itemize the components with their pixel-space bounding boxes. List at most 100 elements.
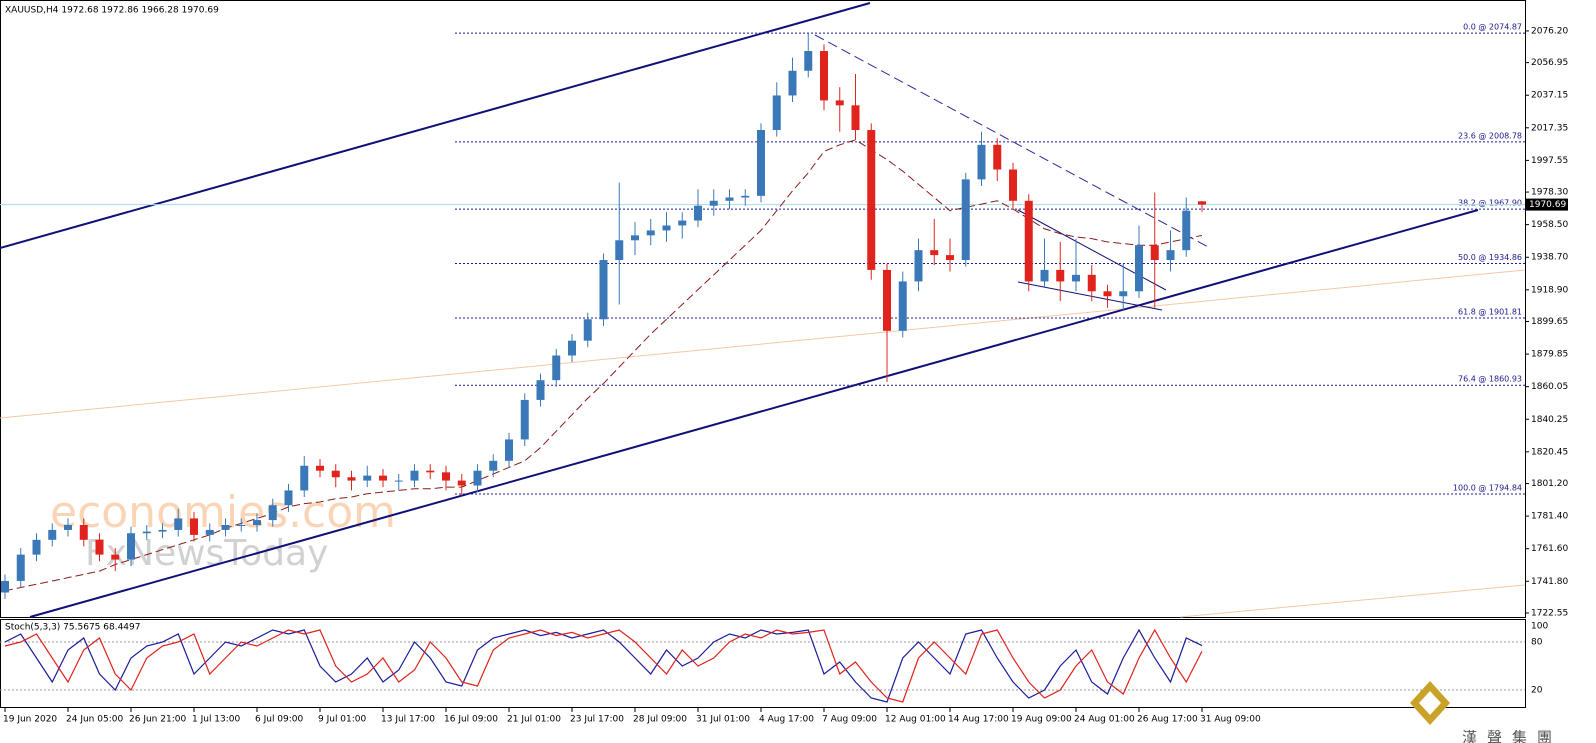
wedge-line <box>1017 281 1163 311</box>
candle-body <box>993 144 1002 170</box>
candle-body <box>1182 210 1191 251</box>
candle-body <box>316 465 324 471</box>
y-tick-label: 1820.45 <box>1531 447 1568 457</box>
candle-body <box>725 197 734 201</box>
candle-body <box>1040 269 1049 282</box>
y-tick-label: 1722.55 <box>1531 608 1568 618</box>
x-tick-label: 24 Aug 01:00 <box>1074 715 1135 725</box>
chart-header: XAUUSD,H4 1972.68 1972.86 1966.28 1970.6… <box>5 6 219 16</box>
y-tick-label: 1938.70 <box>1531 253 1568 263</box>
candle-body <box>64 525 72 530</box>
x-tick-label: 19 Aug 09:00 <box>1011 715 1072 725</box>
y-tick-label: 80 <box>1531 638 1543 648</box>
x-tick-label: 19 Jun 2020 <box>3 715 57 725</box>
y-tick-label: 1761.60 <box>1531 544 1568 554</box>
y-tick-label: 2076.20 <box>1531 26 1568 36</box>
last-price-box <box>1526 198 1568 211</box>
candle-body <box>835 100 844 106</box>
candle-body <box>1 580 9 593</box>
candle-body <box>95 539 104 555</box>
y-tick-label: 1860.05 <box>1531 382 1568 392</box>
candle-body <box>883 269 891 331</box>
candle-body <box>1103 291 1112 297</box>
candle-body <box>331 470 340 478</box>
logo-text: 漢聲集團 <box>1462 729 1562 743</box>
candle-body <box>788 70 797 96</box>
candle-body <box>174 518 183 530</box>
y-tick-label: 1958.50 <box>1531 220 1568 230</box>
candle-body <box>32 539 41 555</box>
x-tick-label: 14 Aug 17:00 <box>948 715 1009 725</box>
stoch-pane <box>0 619 1526 708</box>
channel-line <box>29 209 1479 618</box>
y-tick-label: 1918.90 <box>1531 285 1568 295</box>
fib-label: 23.6 @ 2008.78 <box>1458 131 1522 140</box>
candle-body <box>237 525 246 527</box>
candle-body <box>804 51 813 71</box>
candle-body <box>1087 274 1096 292</box>
y-tick-label: 1978.30 <box>1531 188 1568 198</box>
candle-body <box>914 250 923 282</box>
candle-body <box>268 505 277 521</box>
candle-body <box>1119 291 1128 297</box>
main-pane <box>0 0 1526 618</box>
candle-body <box>678 220 687 226</box>
x-tick-label: 7 Aug 09:00 <box>822 715 877 725</box>
stoch-line <box>4 628 1203 703</box>
candle-body <box>599 260 608 320</box>
logo <box>1410 681 1450 725</box>
candle-body <box>662 225 671 231</box>
x-tick-label: 31 Jul 01:00 <box>696 715 750 725</box>
candle-body <box>536 380 545 400</box>
fib-label: 0.0 @ 2074.87 <box>1463 23 1522 32</box>
candle-body <box>111 554 120 560</box>
candle-body <box>1135 245 1143 292</box>
candle-body <box>646 230 655 236</box>
x-tick-label: 9 Jul 01:00 <box>318 715 367 725</box>
y-tick-label: 2017.35 <box>1531 123 1568 133</box>
y-tick-label: 2037.15 <box>1531 91 1568 101</box>
candle-body <box>379 475 387 481</box>
candle-body <box>142 531 151 534</box>
candle-body <box>457 480 466 486</box>
candle-body <box>16 554 25 581</box>
candle-body <box>1198 201 1206 205</box>
candle-body <box>284 490 293 506</box>
x-tick-label: 4 Aug 17:00 <box>759 715 814 725</box>
x-tick-label: 28 Jul 09:00 <box>633 715 687 725</box>
x-tick-label: 31 Aug 09:00 <box>1200 715 1261 725</box>
x-tick-label: 16 Jul 09:00 <box>444 715 498 725</box>
candle-body <box>300 465 309 491</box>
candle-body <box>347 477 356 481</box>
candle-body <box>741 195 750 198</box>
trend-line <box>1179 584 1526 618</box>
candle-body <box>190 518 198 535</box>
x-tick-label: 1 Jul 13:00 <box>192 715 241 725</box>
candle-body <box>1166 250 1175 261</box>
x-tick-label: 21 Jul 01:00 <box>507 715 561 725</box>
logo-mark <box>1419 691 1441 715</box>
candle-body <box>772 95 781 131</box>
candle-body <box>898 281 907 331</box>
fib-label: 76.4 @ 1860.93 <box>1458 375 1522 384</box>
candle-body <box>961 179 970 261</box>
candle-body <box>694 205 702 221</box>
x-tick-label: 12 Aug 01:00 <box>885 715 946 725</box>
candle-body <box>205 529 214 535</box>
fib-label: 100.0 @ 1794.84 <box>1453 483 1522 492</box>
candle-body <box>158 529 167 532</box>
y-tick-label: 1801.20 <box>1531 479 1568 489</box>
candle-body <box>48 529 57 540</box>
candle-body <box>473 470 482 486</box>
candle-body <box>615 240 624 261</box>
candle-body <box>520 399 529 440</box>
x-tick-label: 6 Jul 09:00 <box>255 715 304 725</box>
candle-body <box>410 470 419 481</box>
candle-body <box>930 250 939 256</box>
candle-body <box>946 255 954 261</box>
y-tick-label: 1879.85 <box>1531 350 1568 360</box>
trend-line <box>0 269 1526 419</box>
moving-average <box>4 139 1203 592</box>
